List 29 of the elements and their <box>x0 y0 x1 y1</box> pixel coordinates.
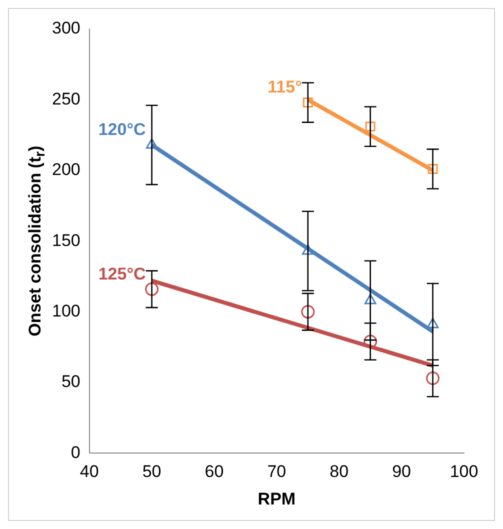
y-tick-label: 100 <box>52 301 80 320</box>
x-tick-label: 100 <box>450 462 478 482</box>
point <box>426 318 439 328</box>
point <box>364 294 376 304</box>
x-axis-title: RPM <box>258 489 296 508</box>
x-tick-label: 50 <box>142 462 162 482</box>
y-tick-label: 50 <box>61 372 80 392</box>
point <box>302 244 314 255</box>
series-label: 115° <box>268 78 302 97</box>
point <box>426 372 440 386</box>
x-tick-label: 40 <box>80 462 99 482</box>
x-tick-label: 80 <box>330 462 349 482</box>
y-tick-label: 0 <box>70 442 80 462</box>
point <box>302 98 313 108</box>
point <box>301 305 315 319</box>
y-tick-label: 200 <box>52 160 80 180</box>
point <box>428 164 438 174</box>
y-tick-label: 250 <box>52 89 80 108</box>
point <box>145 282 159 296</box>
series-label: 125°C <box>98 264 146 284</box>
point <box>146 138 158 149</box>
point <box>365 122 376 132</box>
x-tick-label: 90 <box>392 462 412 482</box>
series-label: 120°C <box>98 120 146 140</box>
y-tick-label: 150 <box>52 230 80 250</box>
point <box>364 334 378 348</box>
x-tick-label: 60 <box>204 462 224 482</box>
y-tick-label: 300 <box>52 18 80 38</box>
x-tick-label: 70 <box>267 462 286 482</box>
